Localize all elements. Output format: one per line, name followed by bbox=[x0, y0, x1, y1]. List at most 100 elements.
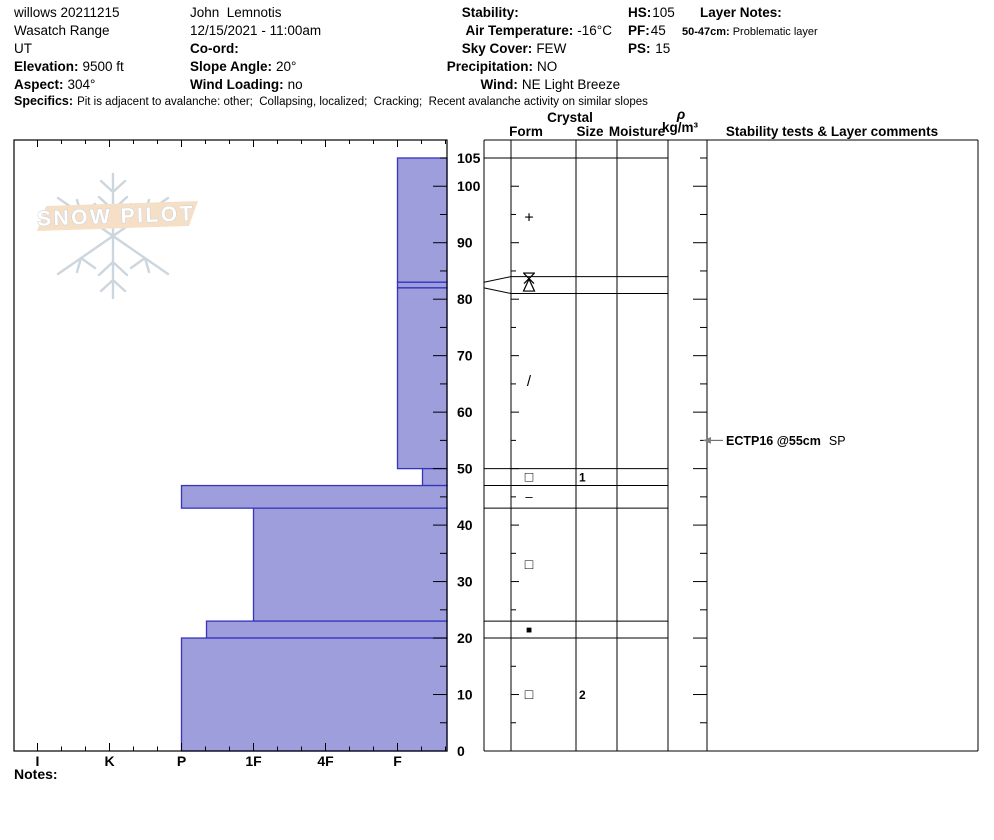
field-label: PS: bbox=[628, 41, 655, 56]
hardness-tick-label: 4F bbox=[317, 753, 334, 769]
layer-notes-title: Layer Notes: bbox=[700, 5, 782, 20]
grain-form-symbol bbox=[522, 277, 536, 292]
stability-test-label: ECTP16 @55cm SP bbox=[726, 434, 846, 448]
depth-tick-label: 60 bbox=[457, 404, 473, 420]
column-header-density: ρ bbox=[676, 106, 686, 122]
layer-note-entry: 50-47cm: Problematic layer bbox=[682, 24, 818, 41]
hardness-bar-layer bbox=[180, 484, 448, 509]
grid-line bbox=[483, 287, 512, 295]
grain-form-symbol: □ bbox=[525, 469, 534, 485]
field-label: Sky Cover: bbox=[461, 41, 533, 56]
elevation-row: Elevation: 9500 ft bbox=[14, 58, 124, 75]
field-label: Aspect: bbox=[14, 77, 64, 92]
grain-form-symbol: / bbox=[527, 373, 532, 390]
grain-size-value: 1 bbox=[579, 471, 586, 485]
depth-tick-label: 40 bbox=[457, 517, 473, 533]
grid-line bbox=[483, 276, 512, 283]
field-label: Air Temperature: bbox=[465, 23, 574, 38]
coord-row: Co-ord: bbox=[190, 40, 243, 57]
field-value: NO bbox=[537, 59, 558, 74]
depth-tick-label: 105 bbox=[457, 150, 481, 166]
field-value: 105 bbox=[652, 5, 675, 20]
field-value: 15 bbox=[655, 41, 671, 56]
layer-note-text: Problematic layer bbox=[732, 26, 818, 38]
grain-form-symbol: ■ bbox=[526, 625, 532, 636]
layer-note-depth: 50-47cm: bbox=[682, 26, 730, 38]
precipitation-row: Precipitation: NO bbox=[443, 58, 558, 75]
column-header: Size bbox=[576, 124, 604, 139]
field-value: -16°C bbox=[577, 23, 612, 38]
snowpilot-logo: SNOW PILOT bbox=[36, 172, 198, 300]
depth-tick-label: 70 bbox=[457, 348, 473, 364]
column-header: Form bbox=[509, 124, 543, 139]
hardness-bar-layer bbox=[396, 287, 448, 470]
slope-angle-row: Slope Angle: 20° bbox=[190, 58, 296, 75]
field-value: 20° bbox=[276, 59, 297, 74]
hardness-tick-label: I bbox=[36, 753, 40, 769]
hardness-tick-label: K bbox=[104, 753, 114, 769]
test-arrow-icon bbox=[703, 436, 711, 444]
hardness-bar-layer bbox=[205, 620, 448, 639]
field-value: 45 bbox=[650, 23, 666, 38]
grain-form-symbol: + bbox=[524, 209, 533, 226]
column-header: Stability tests & Layer comments bbox=[726, 124, 938, 139]
notes-label: Notes: bbox=[14, 766, 58, 782]
field-value: NE Light Breeze bbox=[521, 77, 621, 92]
hardness-tick-label: F bbox=[393, 753, 402, 769]
field-label: Precipitation: bbox=[446, 59, 534, 74]
hs-row: HS:105 bbox=[628, 4, 675, 21]
depth-tick-label: 10 bbox=[457, 687, 473, 703]
state: UT bbox=[14, 41, 32, 56]
hardness-bar-layer bbox=[421, 467, 448, 487]
pf-row: PF:45 bbox=[628, 22, 666, 39]
grain-form-symbol: – bbox=[525, 489, 533, 504]
grain-size-value: 2 bbox=[579, 688, 586, 702]
field-label: Co-ord: bbox=[190, 41, 239, 56]
depth-tick-label: 100 bbox=[457, 178, 481, 194]
column-header: kg/m³ bbox=[662, 120, 699, 135]
column-header: Crystal bbox=[547, 110, 593, 125]
depth-tick-label: 50 bbox=[457, 461, 473, 477]
hardness-bar-layer bbox=[180, 637, 448, 752]
hardness-bar-layer bbox=[396, 281, 448, 289]
field-label: Elevation: bbox=[14, 59, 79, 74]
pit-name: willows 20211215 bbox=[14, 5, 120, 20]
field-label: Specifics: bbox=[14, 94, 74, 108]
depth-tick-label: 20 bbox=[457, 630, 473, 646]
field-label: Stability: bbox=[461, 5, 519, 20]
logo-banner bbox=[37, 201, 198, 231]
air-temp-row: Air Temperature: -16°C bbox=[443, 22, 612, 39]
wind-row: Wind: NE Light Breeze bbox=[443, 76, 621, 93]
stability-row: Stability: bbox=[443, 4, 523, 21]
ps-row: PS: 15 bbox=[628, 40, 670, 57]
field-label: Wind Loading: bbox=[190, 77, 284, 92]
grain-form-symbol: □ bbox=[525, 556, 534, 572]
hardness-bar-layer bbox=[252, 507, 448, 622]
observer-name: John Lemnotis bbox=[190, 5, 282, 20]
hardness-tick-label: P bbox=[177, 753, 186, 769]
hardness-tick-label: 1F bbox=[245, 753, 262, 769]
snowflake-icon bbox=[56, 172, 170, 300]
logo-text: SNOW PILOT bbox=[37, 202, 196, 231]
depth-tick-label: 80 bbox=[457, 291, 473, 307]
field-label: PF: bbox=[628, 23, 650, 38]
wind-loading-row: Wind Loading: no bbox=[190, 76, 303, 93]
hardness-bar-layer bbox=[396, 157, 448, 283]
depth-tick-label: 30 bbox=[457, 574, 473, 590]
field-value: FEW bbox=[536, 41, 567, 56]
depth-tick-label: 0 bbox=[457, 743, 465, 759]
column-header: Moisture bbox=[609, 124, 666, 139]
depth-tick-label: 90 bbox=[457, 235, 473, 251]
field-value: Pit is adjacent to avalanche: other; Col… bbox=[77, 96, 648, 108]
field-value: no bbox=[287, 77, 303, 92]
field-label: Slope Angle: bbox=[190, 59, 273, 74]
region: Wasatch Range bbox=[14, 23, 110, 38]
field-label: HS: bbox=[628, 5, 652, 20]
grain-form-symbol: □ bbox=[525, 686, 534, 702]
observation-date: 12/15/2021 - 11:00am bbox=[190, 23, 322, 38]
field-value: 304° bbox=[67, 77, 96, 92]
aspect-row: Aspect: 304° bbox=[14, 76, 95, 93]
specifics-row: Specifics: Pit is adjacent to avalanche: … bbox=[14, 94, 648, 108]
